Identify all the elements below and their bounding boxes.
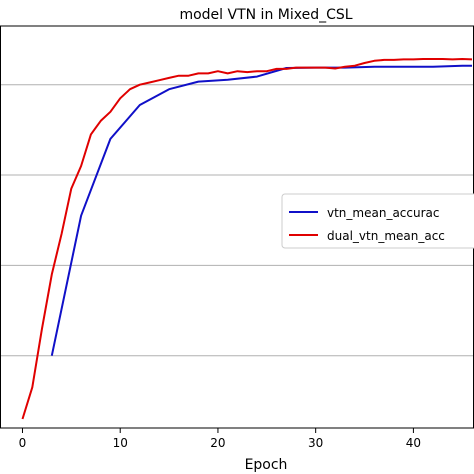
- series-lines: [21, 58, 473, 420]
- x-tick-label-40: 40: [406, 436, 421, 450]
- legend: vtn_mean_accurac dual_vtn_mean_acc: [281, 193, 474, 249]
- x-ticks: 0 10 20 30 40: [19, 428, 421, 450]
- chart-title: model VTN in Mixed_CSL: [179, 7, 352, 23]
- legend-box: [281, 193, 474, 249]
- x-tick-label-0: 0: [19, 436, 27, 450]
- series-line-1: [21, 58, 473, 420]
- gridlines: [0, 84, 474, 357]
- legend-label-series-0: vtn_mean_accurac: [327, 206, 439, 220]
- legend-label-series-1: dual_vtn_mean_acc: [327, 229, 445, 243]
- series-line-0: [50, 64, 472, 356]
- x-tick-label-10: 10: [113, 436, 128, 450]
- x-axis-label: Epoch: [245, 457, 288, 473]
- x-tick-label-30: 30: [308, 436, 323, 450]
- x-tick-label-20: 20: [210, 436, 225, 450]
